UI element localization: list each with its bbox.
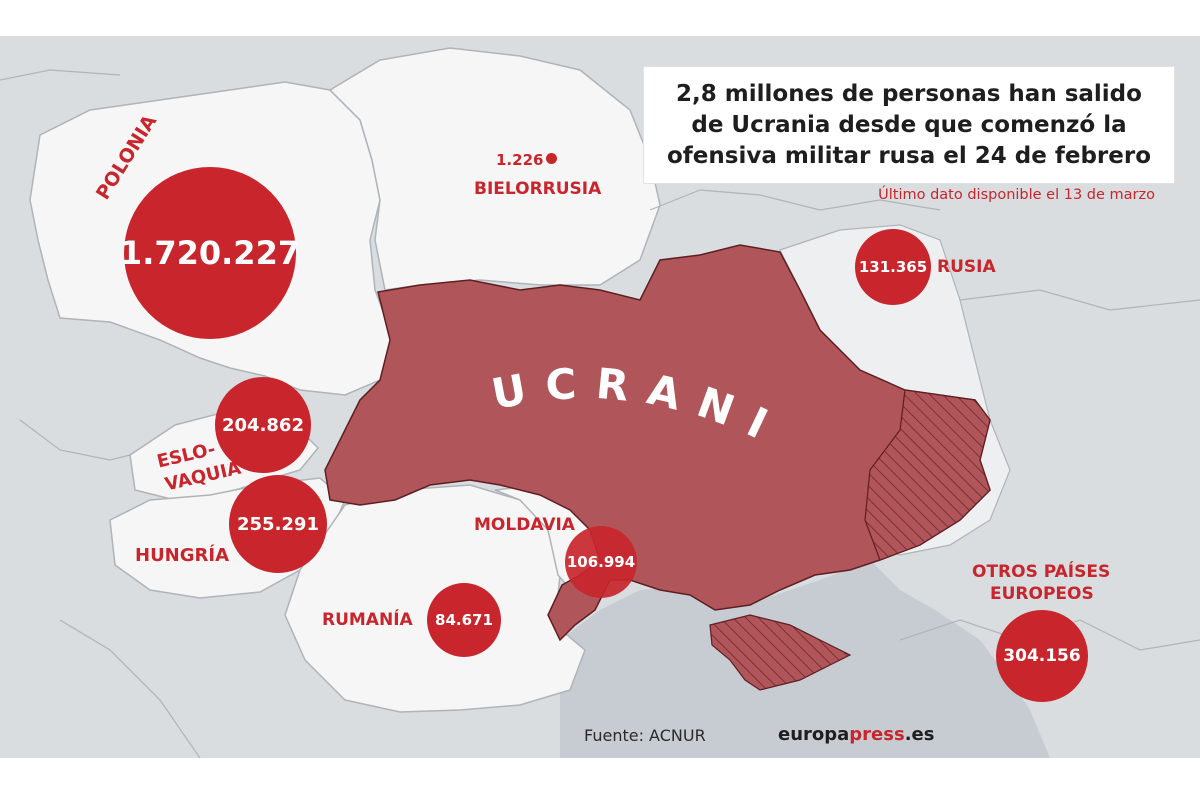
romania-bubble: 84.671 bbox=[427, 583, 501, 657]
brand-part2: press bbox=[849, 724, 905, 745]
russia-bubble: 131.365 bbox=[855, 229, 931, 305]
poland-value: 1.720.227 bbox=[119, 234, 301, 272]
belarus-label: BIELORRUSIA bbox=[474, 179, 602, 199]
romania-value: 84.671 bbox=[435, 611, 493, 629]
moldova-value: 106.994 bbox=[566, 553, 636, 571]
belarus-value: 1.226 bbox=[496, 151, 544, 169]
donbas-hatched bbox=[864, 389, 991, 561]
brand-part3: .es bbox=[904, 724, 935, 745]
others-bubble: 304.156 bbox=[996, 610, 1088, 702]
brand-logo: europapress.es bbox=[778, 724, 934, 745]
russia-value: 131.365 bbox=[858, 258, 928, 276]
hungary-value: 255.291 bbox=[237, 513, 319, 535]
others-label-line2: EUROPEOS bbox=[990, 584, 1094, 604]
moldova-bubble: 106.994 bbox=[565, 526, 637, 598]
belarus-bubble bbox=[546, 153, 557, 164]
slovakia-bubble: 204.862 bbox=[215, 377, 311, 473]
title-box: 2,8 millones de personas han salido de U… bbox=[643, 66, 1175, 184]
subtitle: Último dato disponible el 13 de marzo bbox=[878, 187, 1155, 203]
belarus-shape bbox=[328, 47, 661, 291]
ukraine-shape bbox=[324, 244, 991, 642]
poland-bubble: 1.720.227 bbox=[120, 167, 300, 339]
page-title: 2,8 millones de personas han salido de U… bbox=[666, 80, 1152, 169]
others-label-line1: OTROS PAÍSES bbox=[972, 562, 1111, 582]
moldova-label: MOLDAVIA bbox=[474, 515, 575, 535]
brand-part1: europa bbox=[778, 724, 850, 745]
others-value: 304.156 bbox=[1003, 646, 1081, 666]
slovakia-value: 204.862 bbox=[222, 414, 304, 436]
hungary-label: HUNGRÍA bbox=[135, 545, 230, 566]
romania-label: RUMANÍA bbox=[322, 610, 413, 630]
russia-label: RUSIA bbox=[937, 257, 996, 277]
source-text: Fuente: ACNUR bbox=[584, 726, 706, 745]
hungary-bubble: 255.291 bbox=[229, 475, 327, 573]
crimea-hatched bbox=[709, 614, 852, 691]
